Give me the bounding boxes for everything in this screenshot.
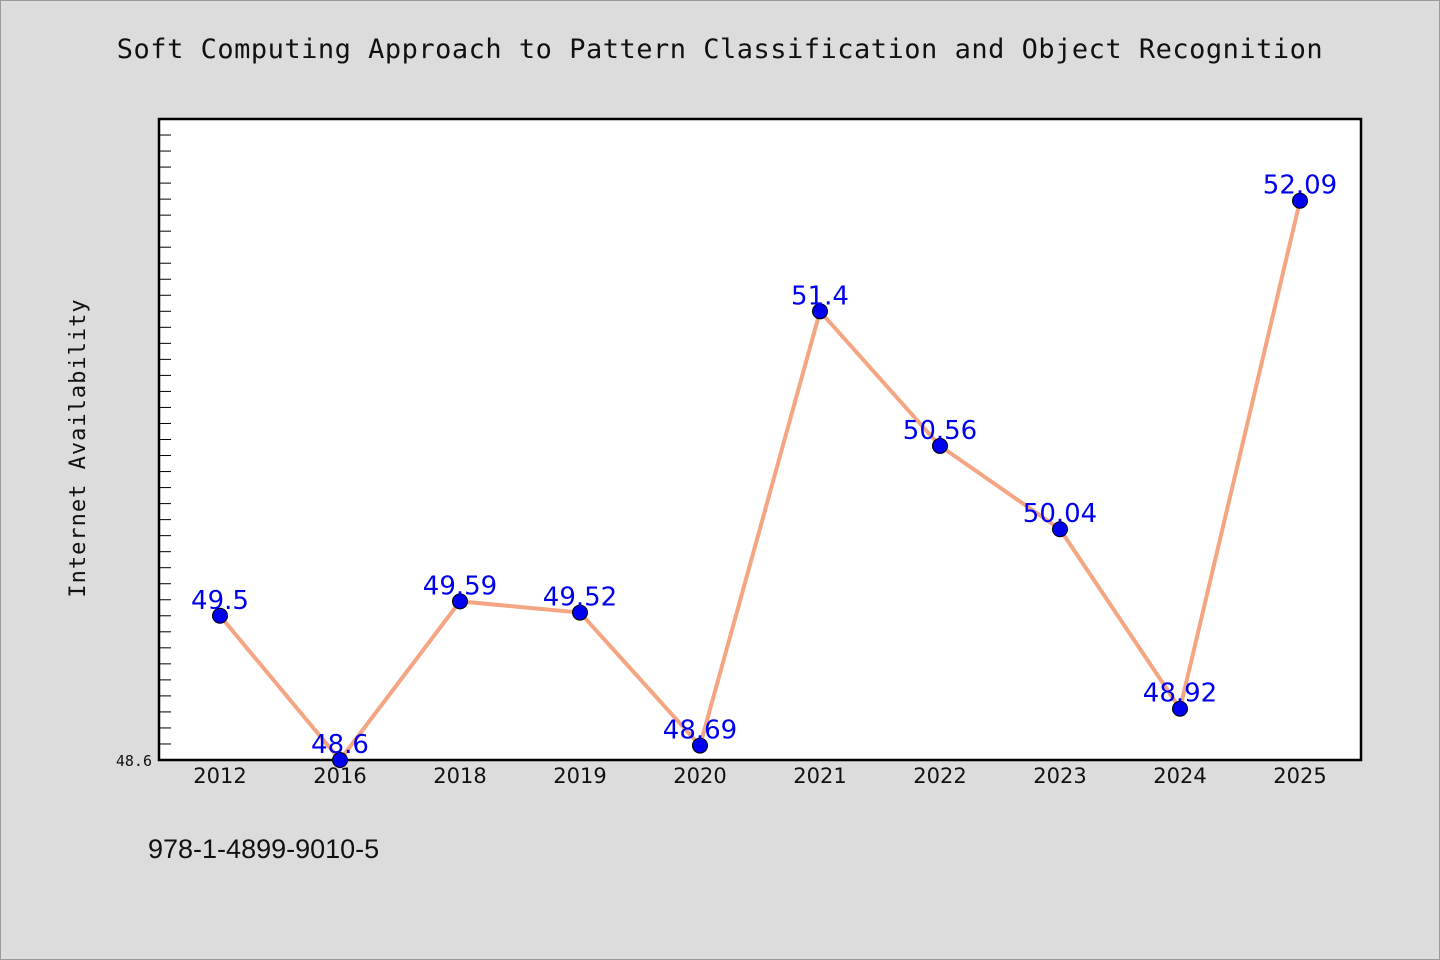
data-label: 52.09 [1263,171,1337,201]
data-label: 49.52 [543,583,617,613]
x-tick-label: 2025 [1273,764,1326,788]
data-labels: 49.5 48.6 49.59 49.52 48.69 51.4 50.56 50.04 48.… [191,171,1337,760]
y-axis-ticks [159,134,171,761]
y-tick-label-min: 48.6 [116,752,152,770]
data-label: 50.04 [1023,499,1097,529]
data-point [1052,521,1068,538]
data-point [572,604,588,621]
chart-title: Soft Computing Approach to Pattern Class… [116,34,1324,65]
x-axis-tick-labels: 2012 2016 2018 2019 2020 2021 2022 2023 2024 2025 [193,764,1326,788]
data-label: 51.4 [791,281,849,311]
series-line [218,200,1302,762]
x-tick-label: 2023 [1033,764,1086,788]
x-tick-label: 2018 [433,764,486,788]
data-label: 49.59 [423,571,497,601]
data-point [692,737,708,754]
data-label: 49.5 [191,586,249,616]
data-point [452,593,468,610]
data-point [332,752,348,768]
data-point [932,437,948,454]
data-markers [212,192,1308,768]
data-point [212,607,228,624]
isbn-text: 978-1-4899-9010-5 [148,834,380,864]
data-label: 48.92 [1143,679,1217,709]
data-label: 48.69 [663,716,737,746]
x-tick-label: 2021 [793,764,846,788]
data-label: 50.56 [903,416,977,446]
data-label: 48.6 [311,730,369,760]
plot-area [157,117,1363,762]
y-axis-label: Internet Availability [66,298,91,597]
x-tick-label: 2022 [913,764,966,788]
data-point [812,303,828,320]
data-point [1292,192,1308,209]
data-point [1172,700,1188,717]
x-tick-label: 2024 [1153,764,1206,788]
x-tick-label: 2020 [673,764,726,788]
x-tick-label: 2019 [553,764,606,788]
x-tick-label: 2012 [193,764,246,788]
